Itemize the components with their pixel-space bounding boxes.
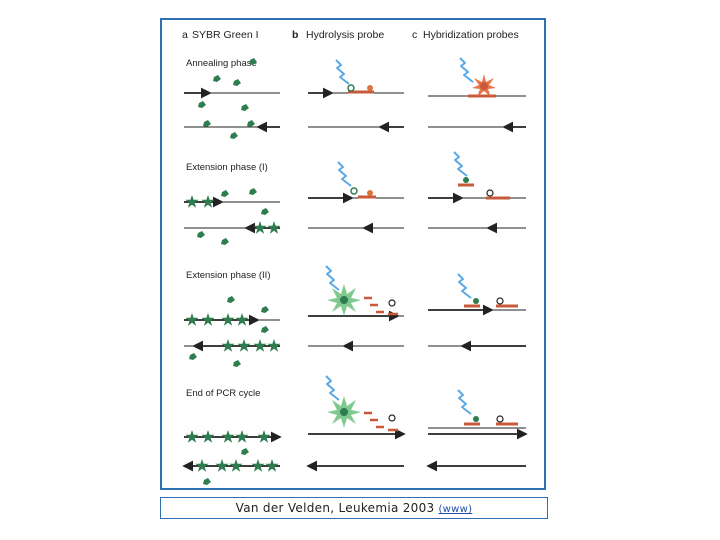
- panel-a-title: SYBR Green I: [192, 29, 259, 41]
- phase-label-extension-1: Extension phase (I): [186, 162, 268, 173]
- phase-label-end-of-cycle: End of PCR cycle: [186, 388, 260, 399]
- pcr-probe-diagram: a SYBR Green I b Hydrolysis probe c Hybr…: [182, 29, 528, 485]
- panel-a-letter: a: [182, 29, 188, 41]
- annealing-row: [184, 57, 526, 139]
- caption-www-link[interactable]: (www): [438, 504, 473, 515]
- figure-caption: Van der Velden, Leukemia 2003 (www): [160, 497, 548, 519]
- panel-b-title: Hydrolysis probe: [306, 29, 384, 41]
- extension-1-row: [184, 151, 526, 245]
- caption-text: Van der Velden, Leukemia 2003: [235, 501, 435, 515]
- extension-2-row: [184, 265, 526, 367]
- panel-c-title: Hybridization probes: [423, 29, 519, 41]
- end-of-cycle-row: [182, 375, 528, 485]
- phase-label-extension-2: Extension phase (II): [186, 270, 271, 281]
- figure-panel: a SYBR Green I b Hydrolysis probe c Hybr…: [160, 18, 546, 490]
- panel-b-letter: b: [292, 29, 298, 41]
- panel-c-letter: c: [412, 29, 417, 41]
- phase-label-annealing: Annealing phase: [186, 58, 257, 69]
